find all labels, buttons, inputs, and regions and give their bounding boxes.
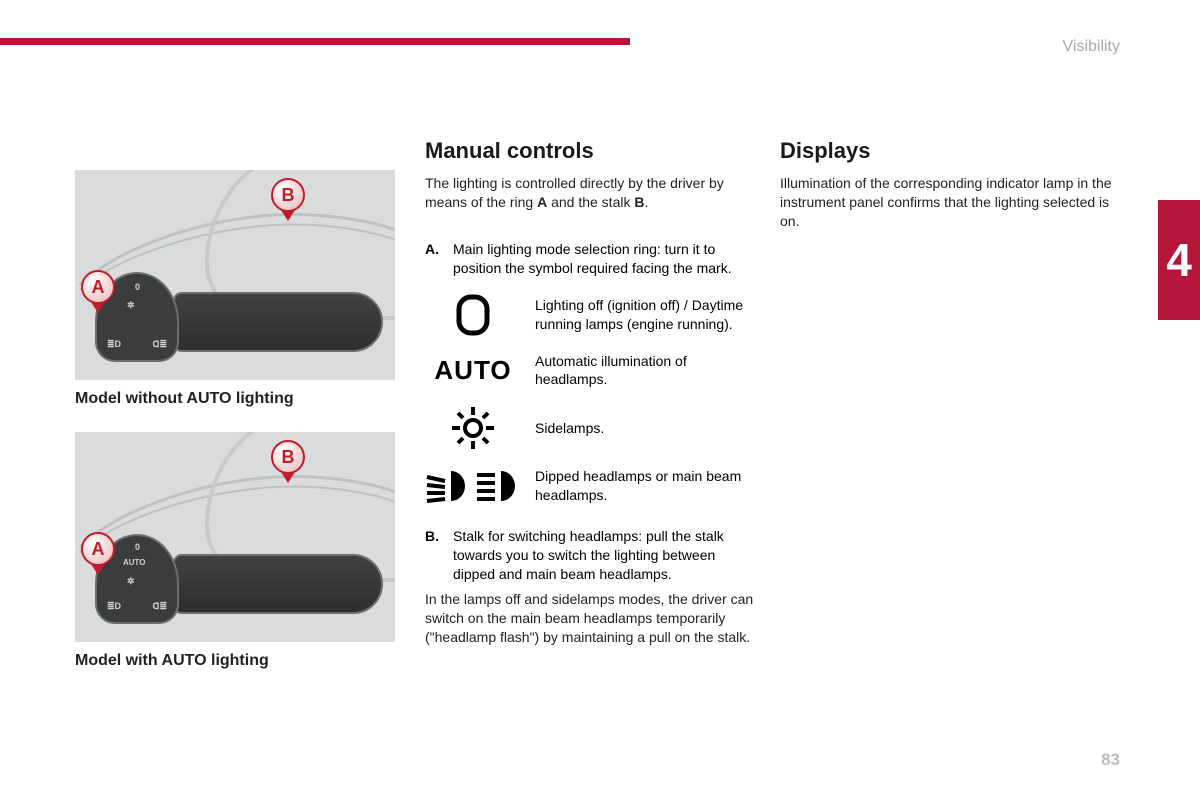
- icon-row-headlamps: Dipped headlamps or main beam headlamps.: [425, 467, 760, 505]
- knob-label-0: 0: [135, 542, 140, 552]
- page-number: 83: [1101, 750, 1120, 770]
- stalk-bar: [173, 292, 383, 352]
- column-right: Displays Illumination of the correspondi…: [780, 138, 1125, 231]
- icon-row-off: Lighting off (ignition off) / Daytime ru…: [425, 294, 760, 336]
- marker-a-label: A: [92, 539, 105, 560]
- chapter-tab: 4: [1158, 200, 1200, 320]
- intro-text: The lighting is controlled directly by t…: [425, 174, 760, 212]
- icon-row-sidelamps: Sidelamps.: [425, 405, 760, 451]
- marker-a: A: [81, 532, 115, 576]
- icon-row-auto: AUTO Automatic illumination of headlamps…: [425, 352, 760, 390]
- marker-b-label: B: [282, 185, 295, 206]
- sidelamps-icon: [425, 405, 521, 451]
- headlamps-text: Dipped headlamps or main beam headlamps.: [535, 467, 760, 505]
- heading-manual-controls: Manual controls: [425, 138, 760, 164]
- auto-text: Automatic illumination of headlamps.: [535, 352, 760, 390]
- caption-with-auto: Model with AUTO lighting: [75, 652, 395, 670]
- knob-label-dipped: ≣D: [107, 339, 121, 350]
- headlamps-icon: [425, 469, 521, 503]
- marker-a: A: [81, 270, 115, 314]
- off-icon: [425, 294, 521, 336]
- sidelamps-text: Sidelamps.: [535, 419, 604, 438]
- list-text-a: Main lighting mode selection ring: turn …: [453, 240, 760, 278]
- caption-without-auto: Model without AUTO lighting: [75, 390, 395, 408]
- diagram-with-auto: 0 AUTO ✲ ≣D ᗡ≣ A B: [75, 432, 395, 642]
- section-label: Visibility: [1063, 38, 1121, 56]
- marker-b: B: [271, 178, 305, 222]
- knob-label-auto: AUTO: [123, 558, 146, 567]
- column-middle: Manual controls The lighting is controll…: [425, 138, 760, 646]
- knob-label-side-icon: ✲: [127, 576, 135, 587]
- header-accent-bar: [0, 38, 630, 45]
- auto-icon-label: AUTO: [434, 355, 511, 386]
- off-text: Lighting off (ignition off) / Daytime ru…: [535, 296, 760, 334]
- list-item-a: A. Main lighting mode selection ring: tu…: [425, 240, 760, 278]
- displays-intro: Illumination of the corresponding indica…: [780, 174, 1125, 231]
- marker-b-label: B: [282, 447, 295, 468]
- list-item-b: B. Stalk for switching headlamps: pull t…: [425, 527, 760, 584]
- intro-post: .: [644, 194, 648, 210]
- marker-a-label: A: [92, 277, 105, 298]
- marker-b: B: [271, 440, 305, 484]
- list-letter-b: B.: [425, 527, 453, 584]
- heading-displays: Displays: [780, 138, 1125, 164]
- tail-paragraph: In the lamps off and sidelamps modes, th…: [425, 590, 760, 647]
- intro-bold-a: A: [537, 194, 547, 210]
- stalk-bar: [173, 554, 383, 614]
- knob-label-dipped: ≣D: [107, 601, 121, 612]
- knob-label-main: ᗡ≣: [153, 601, 167, 612]
- knob-label-main: ᗡ≣: [153, 339, 167, 350]
- chapter-number: 4: [1166, 233, 1192, 287]
- list-letter-a: A.: [425, 240, 453, 278]
- intro-mid: and the stalk: [547, 194, 634, 210]
- auto-icon: AUTO: [425, 355, 521, 386]
- intro-bold-b: B: [634, 194, 644, 210]
- diagram-without-auto: 0 ✲ ≣D ᗡ≣ A B: [75, 170, 395, 380]
- column-left: 0 ✲ ≣D ᗡ≣ A B Model without AUTO lightin…: [75, 170, 395, 694]
- knob-label-0: 0: [135, 282, 140, 292]
- list-text-b: Stalk for switching headlamps: pull the …: [453, 527, 760, 584]
- knob-label-side-icon: ✲: [127, 300, 135, 311]
